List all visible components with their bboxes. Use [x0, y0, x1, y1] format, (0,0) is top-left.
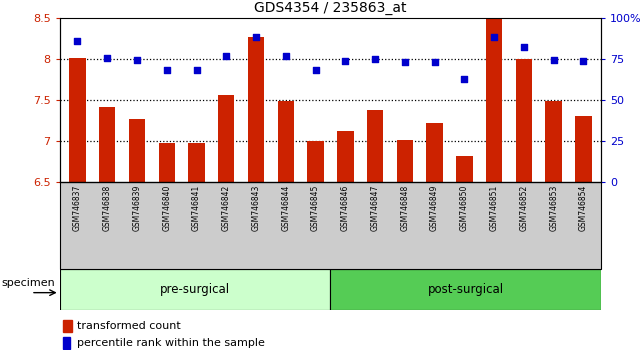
Bar — [575, 116, 592, 182]
Bar — [456, 156, 472, 182]
Point — [102, 55, 112, 61]
Text: percentile rank within the sample: percentile rank within the sample — [76, 338, 264, 348]
Point — [429, 59, 440, 65]
Bar — [188, 143, 204, 182]
Title: GDS4354 / 235863_at: GDS4354 / 235863_at — [254, 1, 406, 15]
Text: specimen: specimen — [1, 278, 55, 288]
Point — [72, 38, 83, 44]
Point — [578, 58, 588, 64]
Bar — [158, 143, 175, 182]
Bar — [397, 140, 413, 182]
Point — [489, 34, 499, 39]
Bar — [426, 123, 443, 182]
FancyBboxPatch shape — [60, 269, 331, 310]
Bar — [63, 320, 72, 332]
Point — [162, 67, 172, 72]
Bar — [308, 141, 324, 182]
Bar — [129, 119, 145, 182]
Bar — [218, 95, 235, 182]
Point — [251, 34, 261, 39]
Point — [370, 56, 380, 62]
Bar — [367, 110, 383, 182]
Bar — [516, 59, 532, 182]
Bar — [337, 131, 353, 182]
Point — [340, 58, 351, 64]
Point — [400, 59, 410, 65]
Point — [281, 53, 291, 59]
Point — [192, 68, 202, 73]
Bar — [69, 58, 86, 182]
Bar — [486, 19, 503, 182]
Point — [132, 58, 142, 63]
Bar — [278, 101, 294, 182]
Point — [310, 67, 320, 72]
Text: pre-surgical: pre-surgical — [160, 283, 230, 296]
Bar — [248, 38, 264, 182]
Point — [221, 53, 231, 58]
Bar — [99, 107, 115, 182]
FancyBboxPatch shape — [331, 269, 601, 310]
Point — [549, 58, 559, 63]
Text: transformed count: transformed count — [76, 321, 180, 331]
Bar — [63, 337, 70, 349]
Point — [459, 76, 469, 81]
Text: post-surgical: post-surgical — [428, 283, 504, 296]
Point — [519, 44, 529, 49]
Bar — [545, 101, 562, 182]
